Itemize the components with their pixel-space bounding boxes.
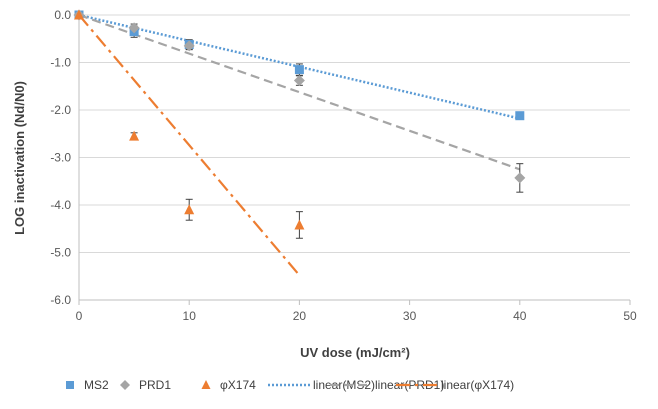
data-point [120,380,130,390]
legend-label: PRD1 [139,378,171,392]
legend-label: φX174 [220,378,256,392]
x-tick-label: 0 [76,309,83,323]
y-tick-label: -5.0 [50,246,71,260]
data-point [184,204,195,215]
trendline [78,13,521,120]
axes [78,15,631,305]
trendline [78,14,301,277]
y-tick-label: 0.0 [54,8,71,22]
x-axis-title: UV dose (mJ/cm²) [300,345,410,360]
data-point [294,65,304,75]
data-point [294,219,305,230]
data-point [74,9,84,20]
y-axis-title: LOG inactivation (Nd/N0) [12,81,27,235]
data-points [73,9,526,230]
x-tick-label: 40 [513,309,527,323]
data-point [183,40,195,52]
x-tick-label: 30 [403,309,417,323]
data-point [66,381,74,389]
y-tick-label: -6.0 [50,293,71,307]
legend-label: linear(φX174) [441,378,514,392]
data-point [129,130,140,141]
y-tick-label: -2.0 [50,103,71,117]
tick-labels: 0.0 -1.0 -2.0 -3.0 -4.0 -5.0 -6.0 0 10 20 30 40 50 [50,8,637,323]
data-point [128,22,140,34]
data-point [515,111,525,121]
trendlines [78,13,521,277]
gridlines [79,14,630,301]
x-tick-label: 20 [293,309,307,323]
legend: MS2 PRD1 φX174 linear(MS2) linear(PRD1)linea… [66,378,514,392]
legend-label: MS2 [84,378,109,392]
x-tick-label: 50 [623,309,637,323]
trendline [78,13,521,171]
y-tick-label: -1.0 [50,56,71,70]
data-point [201,380,211,389]
error-bars [75,12,524,239]
y-tick-label: -4.0 [50,198,71,212]
x-tick-label: 10 [183,309,197,323]
y-tick-label: -3.0 [50,151,71,165]
data-point [514,172,526,184]
data-point [293,75,305,87]
